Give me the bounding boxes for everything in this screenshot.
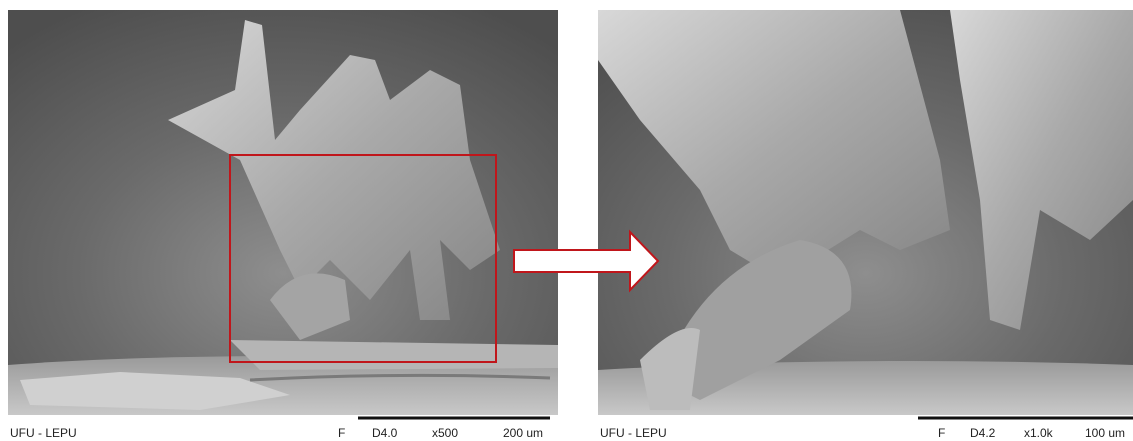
footer-scale: 200 um	[503, 426, 543, 440]
sem-image-left	[8, 10, 558, 415]
footer-magnification: x1.0k	[1024, 426, 1054, 440]
footer-scale: 100 um	[1085, 426, 1125, 440]
footer-magnification: x500	[432, 426, 458, 440]
footer-mode: F	[938, 426, 945, 440]
page: UFU - LEPU F D4.0 x500 200 um UFU - LEPU…	[0, 0, 1133, 441]
sem-image-right	[598, 10, 1133, 415]
footer-distance: D4.2	[970, 426, 996, 440]
footer-label: UFU - LEPU	[10, 426, 77, 440]
figure: UFU - LEPU F D4.0 x500 200 um UFU - LEPU…	[0, 0, 1133, 441]
footer-label: UFU - LEPU	[600, 426, 667, 440]
footer-distance: D4.0	[372, 426, 398, 440]
footer-mode: F	[338, 426, 345, 440]
